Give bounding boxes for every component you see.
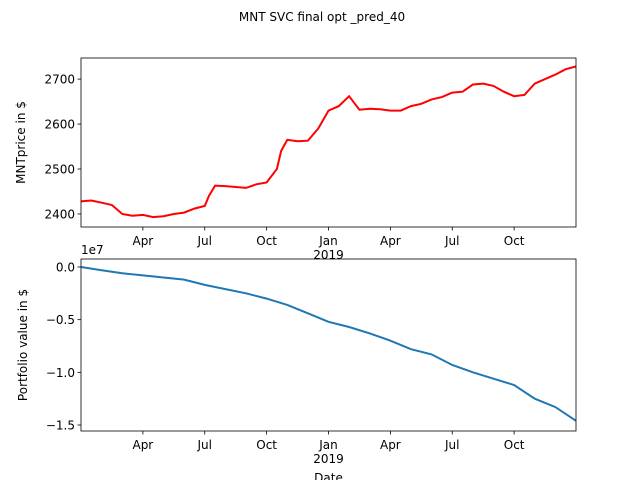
offset-label: 1e7 [81,243,104,257]
x-tick-label: Oct [504,438,525,452]
x-tick-label: Oct [256,234,277,248]
y-axis-label: Portfolio value in $ [16,289,30,401]
figure-title: MNT SVC final opt _pred_40 [239,10,405,24]
x-year-label: 2019 [313,248,344,262]
y-tick-label: 2400 [44,207,75,221]
x-tick-label: Oct [256,438,277,452]
x-tick-label: Jul [197,438,212,452]
x-axis-label: Date [314,471,343,480]
x-tick-label: Apr [132,438,153,452]
y-tick-label: 2600 [44,118,75,132]
y-tick-label: 2700 [44,73,75,87]
x-year-label: 2019 [313,452,344,466]
data-line [81,266,576,422]
x-tick-label: Apr [380,438,401,452]
axes-frame [80,57,577,228]
x-tick-label: Jul [444,234,459,248]
y-tick-label: 0.0 [56,261,75,275]
y-tick-label: −1.5 [46,418,75,432]
x-tick-label: Jul [197,234,212,248]
x-tick-label: Jul [444,438,459,452]
x-tick-label: Apr [380,234,401,248]
y-tick-label: 2500 [44,163,75,177]
y-tick-label: −1.0 [46,366,75,380]
y-axis-label: MNTprice in $ [14,101,28,184]
y-tick-label: −0.5 [46,313,75,327]
data-line [81,65,576,219]
x-tick-label: Oct [504,234,525,248]
axes-frame [80,258,577,432]
x-tick-label: Jan [318,438,338,452]
x-tick-label: Jan [318,234,338,248]
x-tick-label: Apr [132,234,153,248]
